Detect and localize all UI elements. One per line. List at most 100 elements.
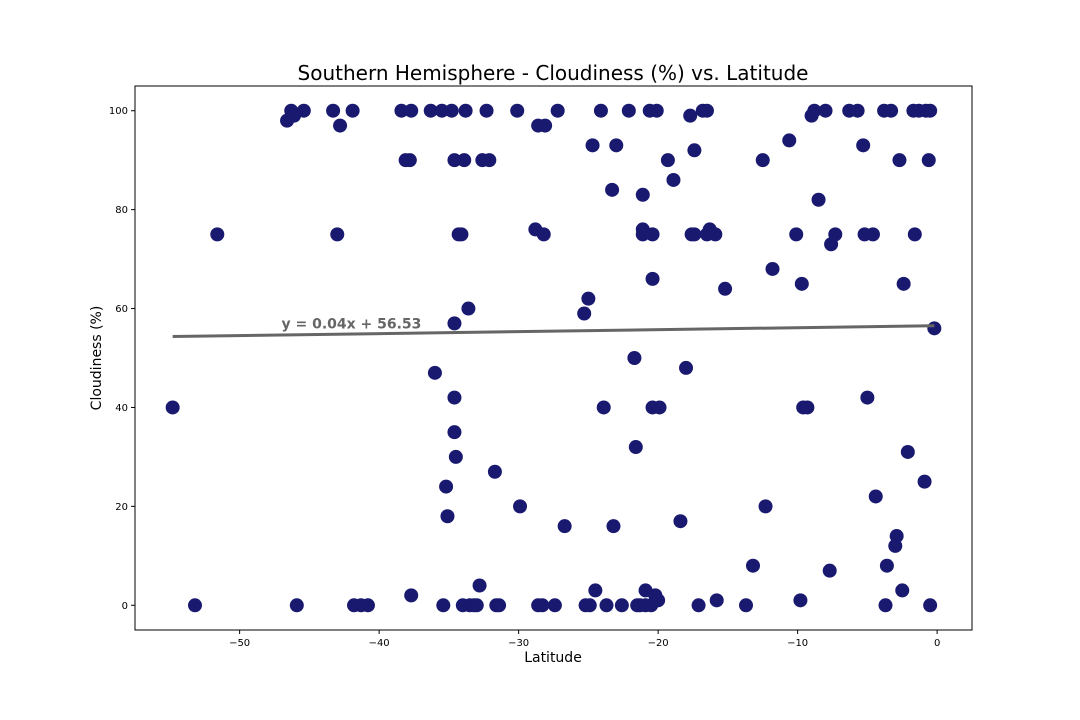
x-axis-ticks: −50 −40 −30 −20 −10 0 — [229, 630, 940, 649]
data-point — [708, 227, 723, 242]
data-point — [599, 598, 614, 613]
data-point — [596, 400, 611, 415]
data-points — [165, 103, 942, 613]
data-point — [296, 103, 311, 118]
data-point — [800, 400, 815, 415]
data-point — [807, 103, 822, 118]
plot-frame — [134, 85, 973, 631]
data-point — [649, 103, 664, 118]
data-point — [510, 103, 525, 118]
data-point — [440, 509, 455, 524]
data-point — [628, 440, 643, 455]
data-point — [921, 153, 936, 168]
data-point — [439, 479, 454, 494]
data-point — [609, 138, 624, 153]
data-point — [454, 227, 469, 242]
data-point — [896, 276, 911, 291]
data-point — [856, 138, 871, 153]
data-point — [289, 598, 304, 613]
data-point — [687, 143, 702, 158]
y-tick-label: 100 — [109, 106, 128, 117]
data-point — [458, 103, 473, 118]
data-point — [585, 138, 600, 153]
data-point — [923, 103, 938, 118]
data-point — [550, 103, 565, 118]
data-point — [404, 103, 419, 118]
data-point — [614, 598, 629, 613]
data-point — [605, 182, 620, 197]
data-point — [645, 227, 660, 242]
data-point — [878, 598, 893, 613]
data-point — [557, 519, 572, 534]
data-point — [423, 103, 438, 118]
x-tick-label: −30 — [508, 638, 529, 649]
data-point — [651, 593, 666, 608]
data-point — [917, 474, 932, 489]
data-point — [892, 153, 907, 168]
data-point — [447, 390, 462, 405]
data-point — [447, 153, 462, 168]
data-point — [606, 519, 621, 534]
data-point — [535, 598, 550, 613]
data-point — [718, 281, 733, 296]
data-point — [687, 227, 702, 242]
data-point — [469, 598, 484, 613]
data-point — [457, 153, 472, 168]
data-point — [927, 321, 942, 336]
data-point — [895, 583, 910, 598]
data-point — [487, 464, 502, 479]
data-point — [884, 103, 899, 118]
data-point — [860, 390, 875, 405]
data-point — [652, 400, 667, 415]
data-point — [482, 153, 497, 168]
data-point — [755, 153, 770, 168]
data-point — [889, 529, 904, 544]
data-point — [745, 558, 760, 573]
data-point — [593, 103, 608, 118]
y-tick-label: 40 — [115, 403, 128, 414]
y-tick-label: 80 — [115, 205, 128, 216]
data-point — [333, 118, 348, 133]
data-point — [330, 227, 345, 242]
data-point — [444, 103, 459, 118]
data-point — [666, 172, 681, 187]
data-point — [645, 271, 660, 286]
regression-group: y = 0.04x + 56.53 — [172, 316, 935, 339]
data-point — [547, 598, 562, 613]
data-point — [402, 153, 417, 168]
data-point — [923, 598, 938, 613]
data-point — [709, 593, 724, 608]
y-axis-label: Cloudiness (%) — [89, 306, 105, 411]
data-point — [472, 578, 487, 593]
data-point — [683, 108, 698, 123]
x-tick-label: −20 — [648, 638, 669, 649]
data-point — [394, 103, 409, 118]
data-point — [427, 365, 442, 380]
data-point — [758, 499, 773, 514]
data-point — [865, 227, 880, 242]
data-point — [765, 261, 780, 276]
y-tick-label: 0 — [122, 601, 128, 612]
data-point — [789, 227, 804, 242]
data-point — [436, 598, 451, 613]
y-axis-ticks: 0 20 40 60 80 100 — [109, 106, 135, 612]
data-point — [210, 227, 225, 242]
data-point — [782, 133, 797, 148]
data-point — [811, 192, 826, 207]
data-point — [165, 400, 180, 415]
data-point — [492, 598, 507, 613]
y-tick-label: 60 — [115, 304, 128, 315]
data-point — [818, 103, 833, 118]
data-point — [699, 103, 714, 118]
data-point — [588, 583, 603, 598]
data-point — [345, 103, 360, 118]
data-point — [673, 514, 688, 529]
x-axis-label: Latitude — [524, 650, 582, 666]
data-point — [326, 103, 341, 118]
data-point — [577, 306, 592, 321]
data-point — [868, 489, 883, 504]
data-point — [447, 316, 462, 331]
data-point — [828, 227, 843, 242]
data-point — [538, 118, 553, 133]
